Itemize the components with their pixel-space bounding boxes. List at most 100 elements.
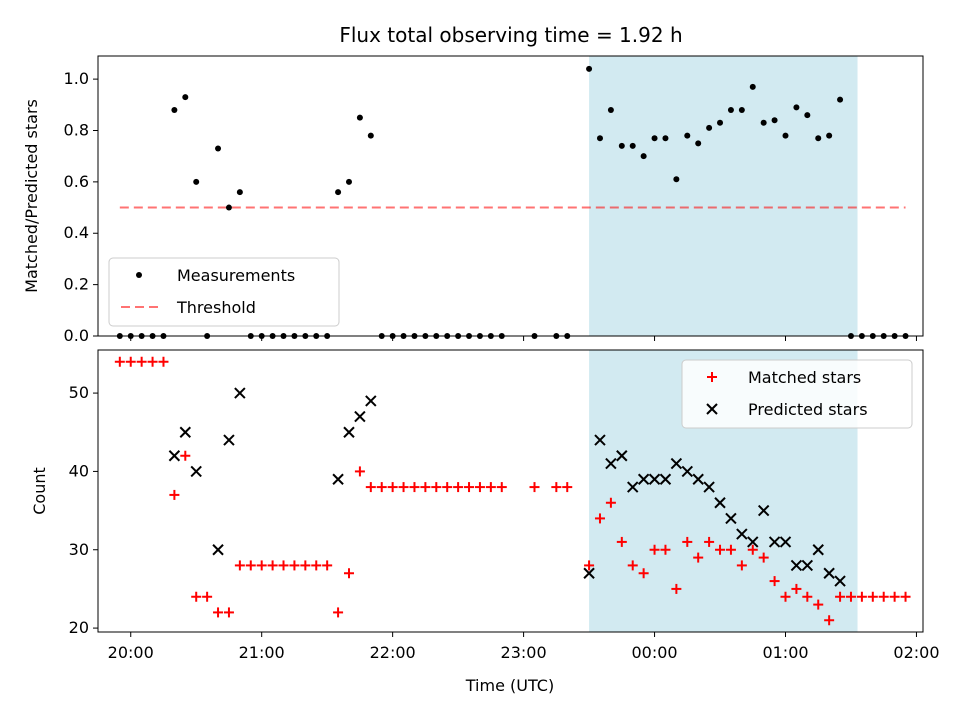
predicted-star-point xyxy=(812,544,824,556)
matched-star-point xyxy=(223,607,234,618)
bottom-y-tick-label: 50 xyxy=(69,383,89,402)
matched-star-point xyxy=(256,560,267,571)
matched-star-point xyxy=(311,560,322,571)
matched-star-point xyxy=(322,560,333,571)
bottom-x-tick-label: 22:00 xyxy=(370,643,416,662)
predicted-star-point-b xyxy=(779,536,792,548)
matched-star-point xyxy=(354,466,365,477)
matched-star-point xyxy=(409,482,420,493)
predicted-star-point xyxy=(179,426,192,438)
predicted-star-point-b xyxy=(714,497,726,509)
predicted-star-point-b xyxy=(212,544,224,556)
measurement-point xyxy=(236,189,243,196)
predicted-star-point-b xyxy=(583,567,595,579)
top-y-tick-label: 0.8 xyxy=(64,120,89,139)
matched-star-point xyxy=(900,591,911,602)
matched-star-point xyxy=(693,552,704,563)
measurement-point xyxy=(651,135,658,142)
matched-star-point xyxy=(780,591,791,602)
top-y-tick-label: 1.0 xyxy=(64,69,89,88)
matched-star-point xyxy=(769,576,780,587)
predicted-star-point-b xyxy=(365,395,377,407)
measurement-point xyxy=(335,189,342,196)
matched-star-point xyxy=(562,482,573,493)
measurement-point xyxy=(706,124,713,131)
chart-title: Flux total observing time = 1.92 h xyxy=(339,23,682,47)
matched-star-point xyxy=(594,513,605,524)
matched-star-point xyxy=(289,560,300,571)
matched-star-point xyxy=(420,482,431,493)
measurement-point xyxy=(695,140,702,147)
predicted-star-point-b xyxy=(692,473,704,485)
matched-star-point xyxy=(485,482,496,493)
matched-star-point xyxy=(147,356,158,367)
matched-star-point xyxy=(267,560,278,571)
matched-star-point xyxy=(453,482,464,493)
predicted-star-point-b xyxy=(179,426,192,438)
measurement-point xyxy=(815,135,822,142)
matched-star-point xyxy=(758,552,769,563)
matched-star-point xyxy=(191,591,202,602)
measurement-point xyxy=(837,96,844,103)
predicted-star-point xyxy=(714,497,726,509)
matched-star-point xyxy=(551,482,562,493)
matched-star-point xyxy=(747,544,758,555)
predicted-star-point xyxy=(681,465,693,478)
measurement-point xyxy=(662,135,669,142)
predicted-star-point xyxy=(670,457,683,470)
measurement-point xyxy=(356,114,363,121)
predicted-star-point-b xyxy=(757,504,770,517)
predicted-star-point-b xyxy=(343,426,355,438)
measurement-point xyxy=(782,132,789,139)
legend-plus xyxy=(707,372,717,382)
predicted-star-point-b xyxy=(823,567,835,579)
top-y-axis: 0.0 0.2 0.4 0.6 0.8 1.0 xyxy=(64,69,98,345)
matched-star-point xyxy=(234,560,245,571)
matched-star-point xyxy=(333,607,344,618)
matched-star-point xyxy=(398,482,409,493)
matched-star-point xyxy=(376,482,387,493)
predicted-star-point-b xyxy=(616,450,628,462)
matched-star-point xyxy=(125,356,136,367)
bottom-x-axis: 20:00 21:00 22:00 23:00 00:00 01:00 02:00 xyxy=(108,632,940,662)
measurement-point xyxy=(182,94,189,101)
predicted-star-point xyxy=(648,473,661,485)
measurement-point xyxy=(727,106,734,113)
predicted-star-point xyxy=(725,512,737,525)
predicted-star-point xyxy=(637,473,650,485)
measurement-point xyxy=(804,112,811,119)
measurement-point xyxy=(629,142,636,149)
predicted-star-point-b xyxy=(627,481,639,493)
measurement-point xyxy=(673,176,680,183)
bottom-axes-frame xyxy=(97,349,924,633)
predicted-star-point xyxy=(343,426,355,438)
predicted-star-point-b xyxy=(190,465,202,478)
matched-star-point xyxy=(213,607,224,618)
legend-threshold-label: Threshold xyxy=(176,298,256,317)
predicted-star-point-b xyxy=(354,410,366,423)
predicted-star-point xyxy=(834,575,846,587)
bottom-x-tick-label: 01:00 xyxy=(762,643,808,662)
measurement-point xyxy=(345,178,352,185)
predicted-star-point xyxy=(659,473,672,485)
predicted-star-point-b xyxy=(812,544,824,556)
matched-star-point xyxy=(496,482,507,493)
bottom-legend-box xyxy=(681,359,913,429)
matched-star-point xyxy=(365,482,376,493)
predicted-star-point-b xyxy=(648,473,661,485)
predicted-star-point-b xyxy=(223,434,235,446)
matched-star-point xyxy=(660,544,671,555)
matched-star-point xyxy=(856,591,867,602)
matched-star-point xyxy=(584,560,595,571)
measurement-point xyxy=(215,145,222,152)
bottom-y-tick-label: 40 xyxy=(69,461,89,480)
predicted-star-point xyxy=(801,559,814,572)
predicted-star-point xyxy=(627,481,639,493)
legend-matched-marker xyxy=(707,372,717,382)
matched-star-point xyxy=(649,544,660,555)
measurement-point xyxy=(826,132,833,139)
matched-star-point xyxy=(278,560,289,571)
matched-star-point xyxy=(202,591,213,602)
measurement-point xyxy=(640,153,647,160)
matched-star-point xyxy=(736,560,747,571)
